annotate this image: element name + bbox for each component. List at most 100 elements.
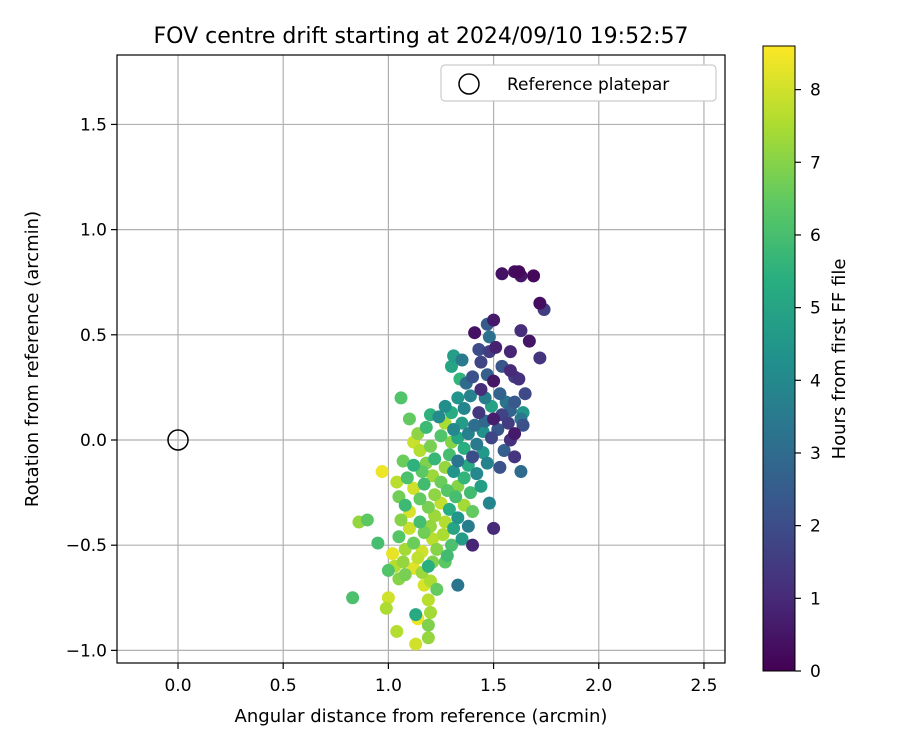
data-point (402, 412, 416, 426)
data-point (470, 437, 484, 451)
plot-frame (116, 54, 726, 664)
data-point (474, 383, 488, 397)
data-point (417, 477, 431, 491)
data-point (396, 454, 410, 468)
data-point (457, 441, 471, 455)
data-point (480, 456, 494, 470)
data-point (394, 513, 408, 527)
data-point (466, 450, 480, 464)
data-point (472, 406, 486, 420)
data-point (468, 418, 482, 432)
data-point (381, 591, 395, 605)
data-point (407, 536, 421, 550)
data-point (438, 399, 452, 413)
legend-label: Reference platepar (507, 75, 669, 95)
data-point (451, 511, 465, 525)
data-point (457, 401, 471, 415)
data-point (497, 444, 511, 458)
data-point (449, 490, 463, 504)
data-point (413, 444, 427, 458)
data-point (457, 471, 471, 485)
x-tick-label: 2.0 (585, 676, 612, 696)
data-point (375, 465, 389, 479)
data-point (390, 475, 404, 489)
data-point (445, 538, 459, 552)
data-point (466, 370, 480, 384)
data-point (396, 555, 410, 569)
colorbar-tick-label: 5 (810, 299, 821, 319)
x-tick-label: 0.5 (270, 676, 297, 696)
data-point (442, 502, 456, 516)
colorbar-tick-label: 2 (810, 517, 821, 537)
data-points (346, 265, 551, 651)
reference-platepar-marker (167, 429, 189, 451)
x-tick-label: 1.5 (480, 676, 507, 696)
data-point (518, 387, 532, 401)
data-point (381, 563, 395, 577)
data-point (434, 429, 448, 443)
chart-title: FOV centre drift starting at 2024/09/10 … (154, 24, 689, 49)
data-point (533, 351, 547, 365)
data-point (440, 549, 454, 563)
data-point (470, 467, 484, 481)
data-point (430, 542, 444, 556)
data-point (421, 500, 435, 514)
y-tick-label: 0.5 (80, 326, 107, 346)
data-point (503, 345, 517, 359)
data-point (493, 460, 507, 474)
grid-lines (117, 55, 725, 663)
y-tick-label: 0.0 (80, 431, 107, 451)
colorbar-tick-label: 1 (810, 589, 821, 609)
legend: Reference platepar (440, 64, 717, 102)
data-point (487, 374, 501, 388)
data-point (407, 481, 421, 495)
data-point (419, 420, 433, 434)
data-point (466, 538, 480, 552)
data-point (447, 521, 461, 535)
data-point (503, 364, 517, 378)
data-point (474, 479, 488, 493)
data-point (451, 578, 465, 592)
data-point (451, 391, 465, 405)
x-tick-label: 1.0 (375, 676, 402, 696)
data-point (411, 551, 425, 565)
data-point (484, 431, 498, 445)
data-point (398, 568, 412, 582)
colorbar-gradient (762, 45, 796, 672)
data-point (428, 488, 442, 502)
data-point (423, 606, 437, 620)
colorbar-tick-label: 7 (810, 153, 821, 173)
colorbar-tick-label: 8 (810, 81, 821, 101)
x-axis: 0.0 0.5 1.0 1.5 2.0 2.5 (164, 663, 717, 696)
data-point (445, 359, 459, 373)
data-point (455, 353, 469, 367)
data-point (386, 547, 400, 561)
data-point (428, 452, 442, 466)
data-point (466, 505, 480, 519)
data-point (360, 513, 374, 527)
data-point (501, 416, 515, 430)
data-point (463, 486, 477, 500)
data-point (463, 389, 477, 403)
data-point (527, 269, 541, 283)
data-point (508, 427, 522, 441)
colorbar-tick-label: 0 (810, 662, 821, 682)
y-axis-label: Rotation from reference (arcmin) (22, 211, 43, 507)
data-point (409, 637, 423, 651)
data-point (487, 521, 501, 535)
data-point (474, 355, 488, 369)
data-point (514, 324, 528, 338)
data-point (398, 498, 412, 512)
data-point (487, 313, 501, 327)
data-point (407, 458, 421, 472)
data-point (421, 618, 435, 632)
data-point (447, 422, 461, 436)
data-point (436, 528, 450, 542)
data-point (447, 465, 461, 479)
colorbar-ticks: 0 1 2 3 4 5 6 7 8 (795, 81, 821, 682)
data-point (421, 559, 435, 573)
data-point (430, 582, 444, 596)
colorbar-tick-label: 6 (810, 226, 821, 246)
colorbar: 0 1 2 3 4 5 6 7 8 Hours from first FF file (762, 45, 850, 682)
